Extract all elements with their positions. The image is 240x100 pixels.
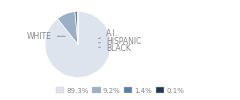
Text: HISPANIC: HISPANIC [98,37,141,46]
Text: WHITE: WHITE [27,32,65,41]
Wedge shape [45,12,111,78]
Legend: 89.3%, 9.2%, 1.4%, 0.1%: 89.3%, 9.2%, 1.4%, 0.1% [53,85,187,96]
Wedge shape [75,12,78,44]
Wedge shape [57,12,78,44]
Text: BLACK: BLACK [98,44,131,53]
Text: A.I.: A.I. [98,29,118,39]
